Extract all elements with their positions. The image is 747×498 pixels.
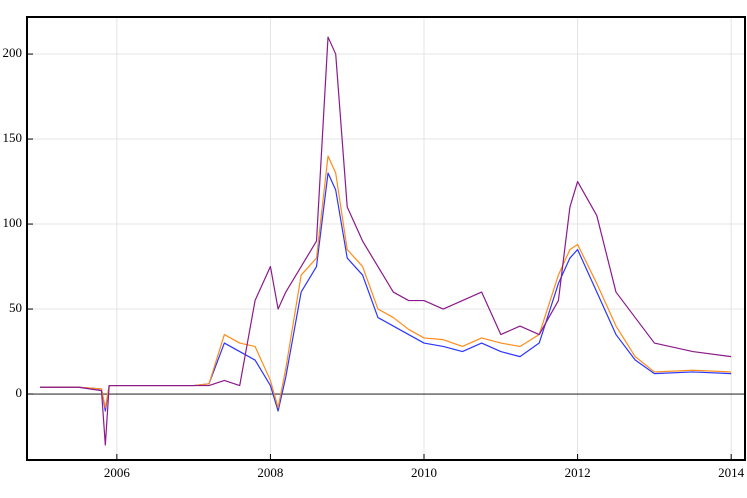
series-line (40, 36, 732, 446)
x-tick-label: 2014 (718, 465, 745, 480)
series-line (40, 172, 732, 412)
x-tick-label: 2010 (411, 465, 437, 480)
x-tick-label: 2008 (257, 465, 283, 480)
y-tick-label: 0 (16, 385, 23, 400)
x-tick-label: 2012 (565, 465, 591, 480)
plot-frame (26, 16, 746, 461)
series-line (40, 155, 732, 409)
y-tick-label: 100 (3, 215, 23, 230)
y-tick-label: 150 (3, 130, 23, 145)
y-tick-label: 200 (3, 45, 23, 60)
y-tick-label: 50 (9, 300, 22, 315)
x-tick-label: 2006 (104, 465, 131, 480)
